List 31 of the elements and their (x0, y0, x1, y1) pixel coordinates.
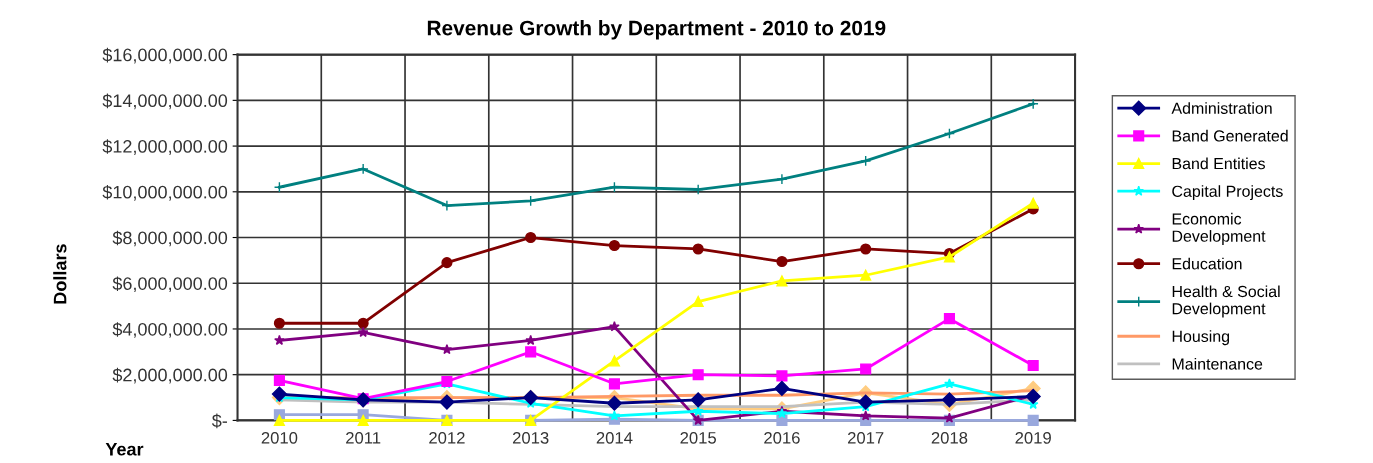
x-axis-title: Year (105, 443, 144, 456)
x-tick-label: 2011 (346, 431, 381, 444)
y-tick-label: $10,000,000.00 (102, 184, 228, 201)
legend-label: Health & Social Development (1172, 285, 1280, 318)
y-tick-label: $6,000,000.00 (112, 276, 228, 293)
legend-label: Capital Projects (1172, 185, 1283, 201)
x-tick-label: 2016 (764, 431, 800, 444)
y-tick-label: $2,000,000.00 (112, 367, 228, 384)
y-axis-title: Dollars (53, 244, 67, 304)
y-tick-label: $14,000,000.00 (102, 93, 228, 110)
legend-label: Band Entities (1172, 157, 1265, 170)
y-tick-label: $16,000,000.00 (102, 47, 228, 64)
chart-title: Revenue Growth by Department - 2010 to 2019 (427, 20, 886, 40)
x-tick-label: 2018 (931, 431, 968, 444)
legend-label: Band Generated (1172, 129, 1288, 142)
y-tick-label: $8,000,000.00 (112, 230, 228, 247)
x-tick-label: 2012 (429, 431, 465, 444)
legend-label: Housing (1172, 330, 1230, 346)
y-tick-label: $4,000,000.00 (112, 322, 228, 338)
legend-label: Maintenance (1172, 357, 1263, 370)
x-tick-label: 2014 (596, 431, 633, 444)
legend-label: Economic Development (1172, 212, 1266, 245)
legend-label: Administration (1171, 102, 1272, 114)
x-tick-label: 2019 (1015, 431, 1051, 444)
legend-label: Education (1172, 257, 1242, 270)
y-tick-label: $12,000,000.00 (102, 139, 228, 155)
x-tick-label: 2013 (512, 431, 549, 444)
y-tick-label: $- (211, 413, 228, 429)
x-tick-label: 2010 (261, 431, 298, 444)
x-tick-label: 2017 (847, 431, 884, 444)
x-tick-label: 2015 (680, 431, 717, 444)
